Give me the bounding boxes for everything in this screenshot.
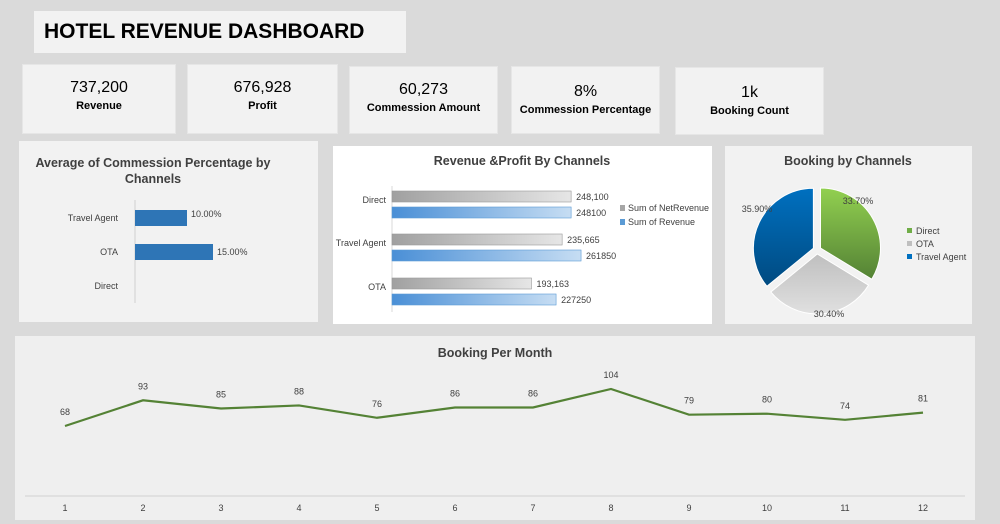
dashboard-title: HOTEL REVENUE DASHBOARD [44,20,365,43]
x-tick-label: 10 [762,503,772,513]
category-label: Travel Agent [68,213,119,223]
legend-swatch [620,205,625,211]
chart-title: Booking by Channels [784,154,912,168]
kpi-label: Commession Amount [366,102,481,114]
legend-label: Direct [916,226,940,236]
category-label: OTA [368,282,386,292]
data-label: 79 [684,396,694,406]
x-tick-label: 3 [218,503,223,513]
kpi-label: Booking Count [710,105,789,117]
kpi-label: Profit [248,100,277,112]
kpi-commission-amount: 60,273 Commession Amount [349,66,498,134]
data-label: 248,100 [576,192,609,202]
bar [135,210,187,226]
booking-month-chart: Booking Per Month 68 1 93 2 85 3 88 4 76 5 86 6 86 7 1… [25,346,965,513]
kpi-commission-percentage: 8% Commession Percentage [511,66,660,134]
bar [391,293,557,306]
legend-label: Sum of NetRevenue [628,203,709,213]
chart-title-line1: Average of Commession Percentage by [35,156,270,170]
data-label: 33.70% [843,196,874,206]
category-label: Direct [94,281,118,291]
data-label: 30.40% [814,309,845,319]
chart-title-line2: Channels [125,172,181,186]
kpi-value: 8% [573,83,598,100]
data-label: 193,163 [536,279,569,289]
kpi-value: 676,928 [233,79,292,96]
kpi-value: 60,273 [399,81,448,98]
chart-title: Revenue &Profit By Channels [434,154,610,168]
data-label: 104 [603,370,618,380]
pie-slice [819,187,881,280]
data-label: 81 [918,394,928,404]
data-label: 80 [762,395,772,405]
data-label: 261850 [586,251,616,261]
data-label: 86 [450,388,460,398]
chart-title: Booking Per Month [438,346,553,360]
bar [391,206,572,219]
pie-slice [770,253,870,315]
x-tick-label: 9 [686,503,691,513]
legend-swatch [907,241,912,246]
data-label: 68 [60,407,70,417]
category-label: OTA [100,247,118,257]
commission-chart-panel [19,141,318,322]
bar [391,233,563,246]
data-label: 248100 [576,208,606,218]
legend-label: OTA [916,239,934,249]
series-line [64,387,924,428]
bar [391,249,582,262]
data-label: 235,665 [567,235,600,245]
data-label: 35.90% [742,204,773,214]
x-tick-label: 4 [296,503,301,513]
x-tick-label: 6 [452,503,457,513]
bar [135,244,213,260]
pie-slice [752,187,814,287]
x-tick-label: 12 [918,503,928,513]
category-label: Travel Agent [336,238,387,248]
kpi-label: Revenue [76,100,122,112]
data-label: 74 [840,401,850,411]
x-tick-label: 8 [608,503,613,513]
kpi-booking-count: 1k Booking Count [675,67,824,135]
kpi-label: Commession Percentage [519,104,652,116]
x-tick-label: 2 [140,503,145,513]
data-label: 227250 [561,295,591,305]
category-label: Direct [362,195,386,205]
x-tick-label: 5 [374,503,379,513]
commission-chart: Average of Commession Percentage by Chan… [35,156,271,303]
data-label: 93 [138,381,148,391]
bar [391,190,572,203]
data-label: 15.00% [217,247,248,257]
x-tick-label: 7 [530,503,535,513]
data-label: 76 [372,399,382,409]
dashboard-title-box: HOTEL REVENUE DASHBOARD [34,11,406,53]
kpi-value: 737,200 [70,79,128,96]
x-tick-label: 1 [62,503,67,513]
x-tick-label: 11 [840,503,849,513]
data-label: 85 [216,390,226,400]
bar [391,277,532,290]
booking-pie-chart: Booking by Channels 33.70% Direct 30.40% OT… [742,154,967,319]
kpi-value: 1k [741,84,758,101]
kpi-profit: 676,928 Profit [187,64,338,134]
legend-swatch [907,228,912,233]
data-label: 88 [294,386,304,396]
legend-label: Travel Agent [916,252,967,262]
legend-label: Sum of Revenue [628,217,695,227]
legend-swatch [907,254,912,259]
data-label: 10.00% [191,209,222,219]
legend-swatch [620,219,625,225]
booking-month-panel [15,336,975,520]
revenue-profit-chart: Revenue &Profit By Channels Direct 248,10… [336,154,709,312]
kpi-revenue: 737,200 Revenue [22,64,176,134]
data-label: 86 [528,388,538,398]
